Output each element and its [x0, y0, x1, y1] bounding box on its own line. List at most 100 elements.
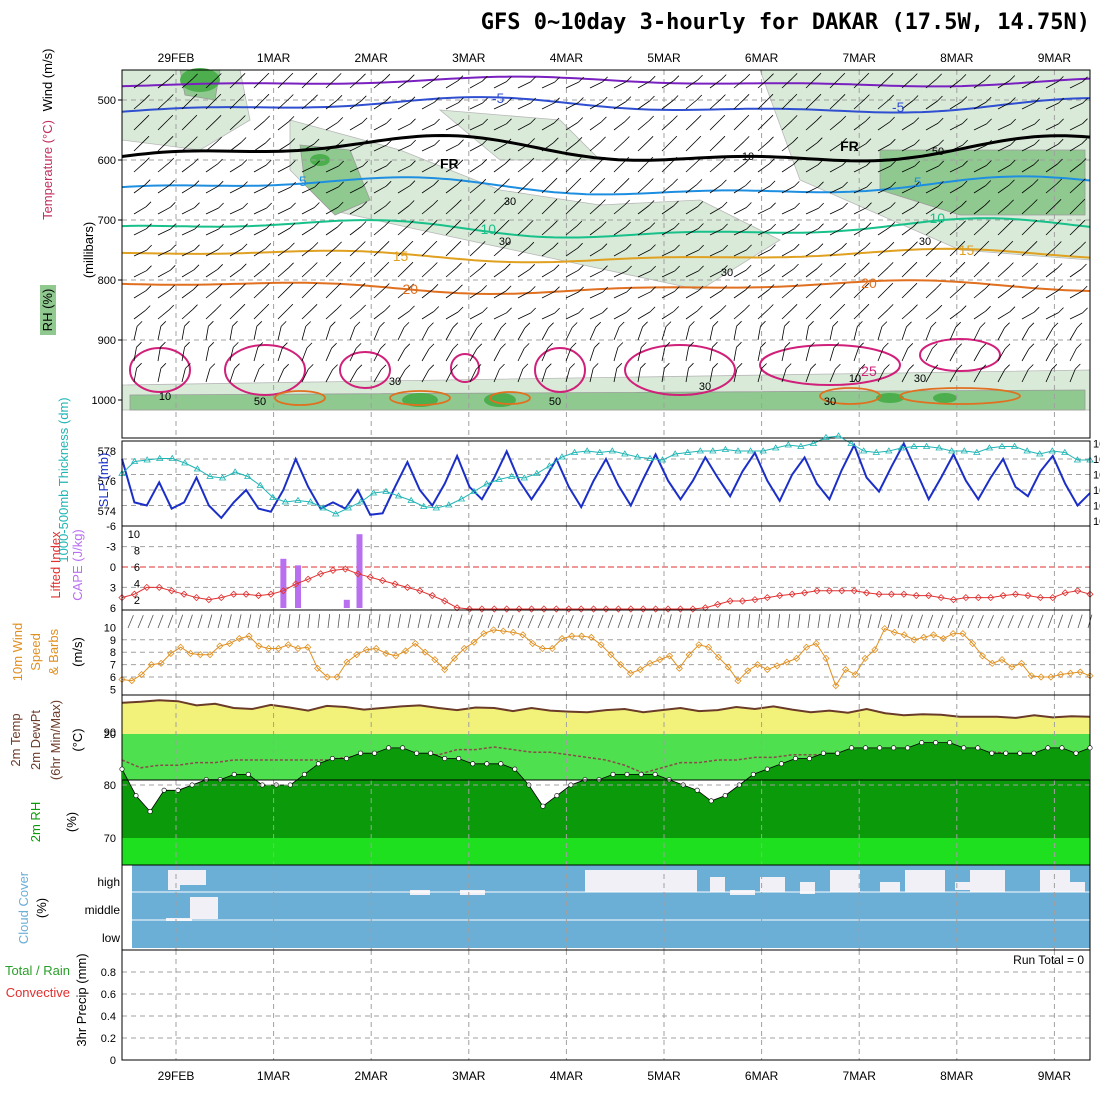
wind-barb-flag	[505, 263, 511, 270]
wind-barb-flag	[287, 303, 294, 310]
rh2m-marker	[694, 787, 700, 793]
wind-speed-marker	[255, 642, 263, 650]
wind-barb-10m	[807, 614, 811, 629]
wind-speed-marker	[705, 643, 713, 651]
wind-barb	[373, 288, 385, 299]
lifted-index-marker	[354, 570, 362, 578]
wind-barb	[1045, 204, 1057, 215]
wind-barb-flag	[791, 73, 798, 79]
wind-barb-10m	[647, 614, 653, 629]
wind-barb	[661, 347, 666, 362]
wind-barb	[205, 98, 217, 110]
thickness-marker	[181, 459, 189, 466]
wind-barb	[613, 101, 627, 110]
lifted-index-marker	[155, 583, 163, 591]
wind-barb	[733, 347, 737, 362]
slp-thickness-panel: 1010101110121013101410155745765781000-50…	[56, 397, 1100, 562]
wind-barb-flag	[962, 160, 968, 167]
wind-barb	[877, 287, 889, 299]
wind-barb-flag	[866, 160, 872, 166]
wind-barb-flag	[522, 363, 529, 370]
thickness-marker	[885, 447, 893, 454]
wind-barb-10m	[467, 614, 473, 629]
wind-barb	[901, 78, 913, 89]
wind-barb-flag	[884, 364, 890, 370]
wind-barb-flag	[961, 200, 967, 207]
wind-barb	[637, 205, 650, 215]
lifted-index-marker	[800, 589, 809, 597]
wind-barb-10m	[287, 614, 291, 629]
wind-barb	[877, 121, 890, 131]
wind-barb-flag	[935, 261, 942, 268]
pressure-tick-label: 800	[98, 275, 116, 287]
wind-barb	[925, 78, 937, 89]
wind-barb-flag	[960, 220, 966, 227]
wind-barb-flag	[578, 307, 584, 314]
wind-barb	[781, 78, 793, 89]
wind-barb-flag	[456, 199, 462, 205]
wind-barb	[1021, 144, 1035, 152]
wind-barb-10m	[627, 614, 633, 629]
wind-barb	[733, 289, 746, 299]
wind-barb-flag	[696, 94, 703, 101]
rh-contour-label: 30	[824, 396, 836, 408]
wind-barb-flag	[914, 181, 920, 188]
wind-barb	[469, 312, 483, 320]
wind-barb	[133, 162, 145, 173]
wind-barb	[229, 288, 241, 299]
wind-barb-flag	[767, 93, 774, 100]
wind-barb	[493, 312, 507, 320]
wind-barb-flag	[1028, 343, 1035, 350]
wind-speed-marker	[411, 639, 419, 648]
wind-barb-flag	[457, 159, 464, 166]
wind-barb	[637, 120, 649, 131]
wind-barb-flag	[458, 118, 464, 125]
contour-label: 5	[914, 174, 922, 190]
rh2m-marker	[905, 745, 911, 751]
wind-barb	[373, 348, 381, 362]
wind-barb-flag	[650, 244, 656, 250]
cape-bar	[343, 599, 350, 608]
wind-barb-flag	[457, 284, 463, 291]
wind-barb	[445, 289, 458, 299]
wind-barb	[469, 80, 483, 89]
wind-barb	[1069, 143, 1083, 152]
wind-barb-flag	[504, 241, 510, 247]
wind-barb-flag	[1058, 76, 1064, 82]
wind-barb-flag	[672, 178, 678, 185]
wind-barb-flag	[674, 286, 680, 292]
wind-barb-10m	[1077, 614, 1083, 629]
wind-barb-10m	[217, 614, 223, 629]
wind-barb-10m	[437, 614, 442, 629]
wind-barb-flag	[1058, 97, 1064, 104]
wind-barb-flag	[409, 74, 415, 80]
wind-barb-flag	[313, 222, 320, 228]
rh2m-marker	[428, 750, 434, 756]
wind-barb-flag	[218, 223, 224, 230]
lifted-index-marker	[403, 583, 412, 591]
wind-barb	[613, 121, 626, 131]
wind-barb-10m	[847, 614, 852, 629]
thickness-marker	[457, 495, 466, 502]
wind-barb-flag	[529, 264, 535, 270]
wind-barb-flag	[626, 307, 632, 313]
wind-barb	[397, 327, 405, 341]
wind-barb	[901, 186, 915, 194]
clear-sky-gap	[625, 870, 675, 892]
wind-barb	[853, 369, 861, 383]
wind-barb-flag	[263, 303, 270, 310]
wind-speed-line	[121, 627, 1091, 687]
thickness-marker	[784, 441, 792, 448]
wind-barb	[181, 289, 194, 299]
wind-barb-flag	[626, 265, 632, 272]
wind-barb	[757, 78, 769, 89]
wind-barb	[421, 164, 435, 173]
wind-barb-10m	[1027, 614, 1034, 629]
wind-barb-flag	[745, 180, 752, 186]
wind-barb-flag	[241, 243, 248, 250]
wind-barb-flag	[432, 284, 439, 290]
wind-barb-10m	[427, 614, 432, 629]
wind-barb	[373, 369, 382, 383]
wind-barb	[205, 249, 219, 257]
wind-speed-marker	[470, 638, 478, 646]
